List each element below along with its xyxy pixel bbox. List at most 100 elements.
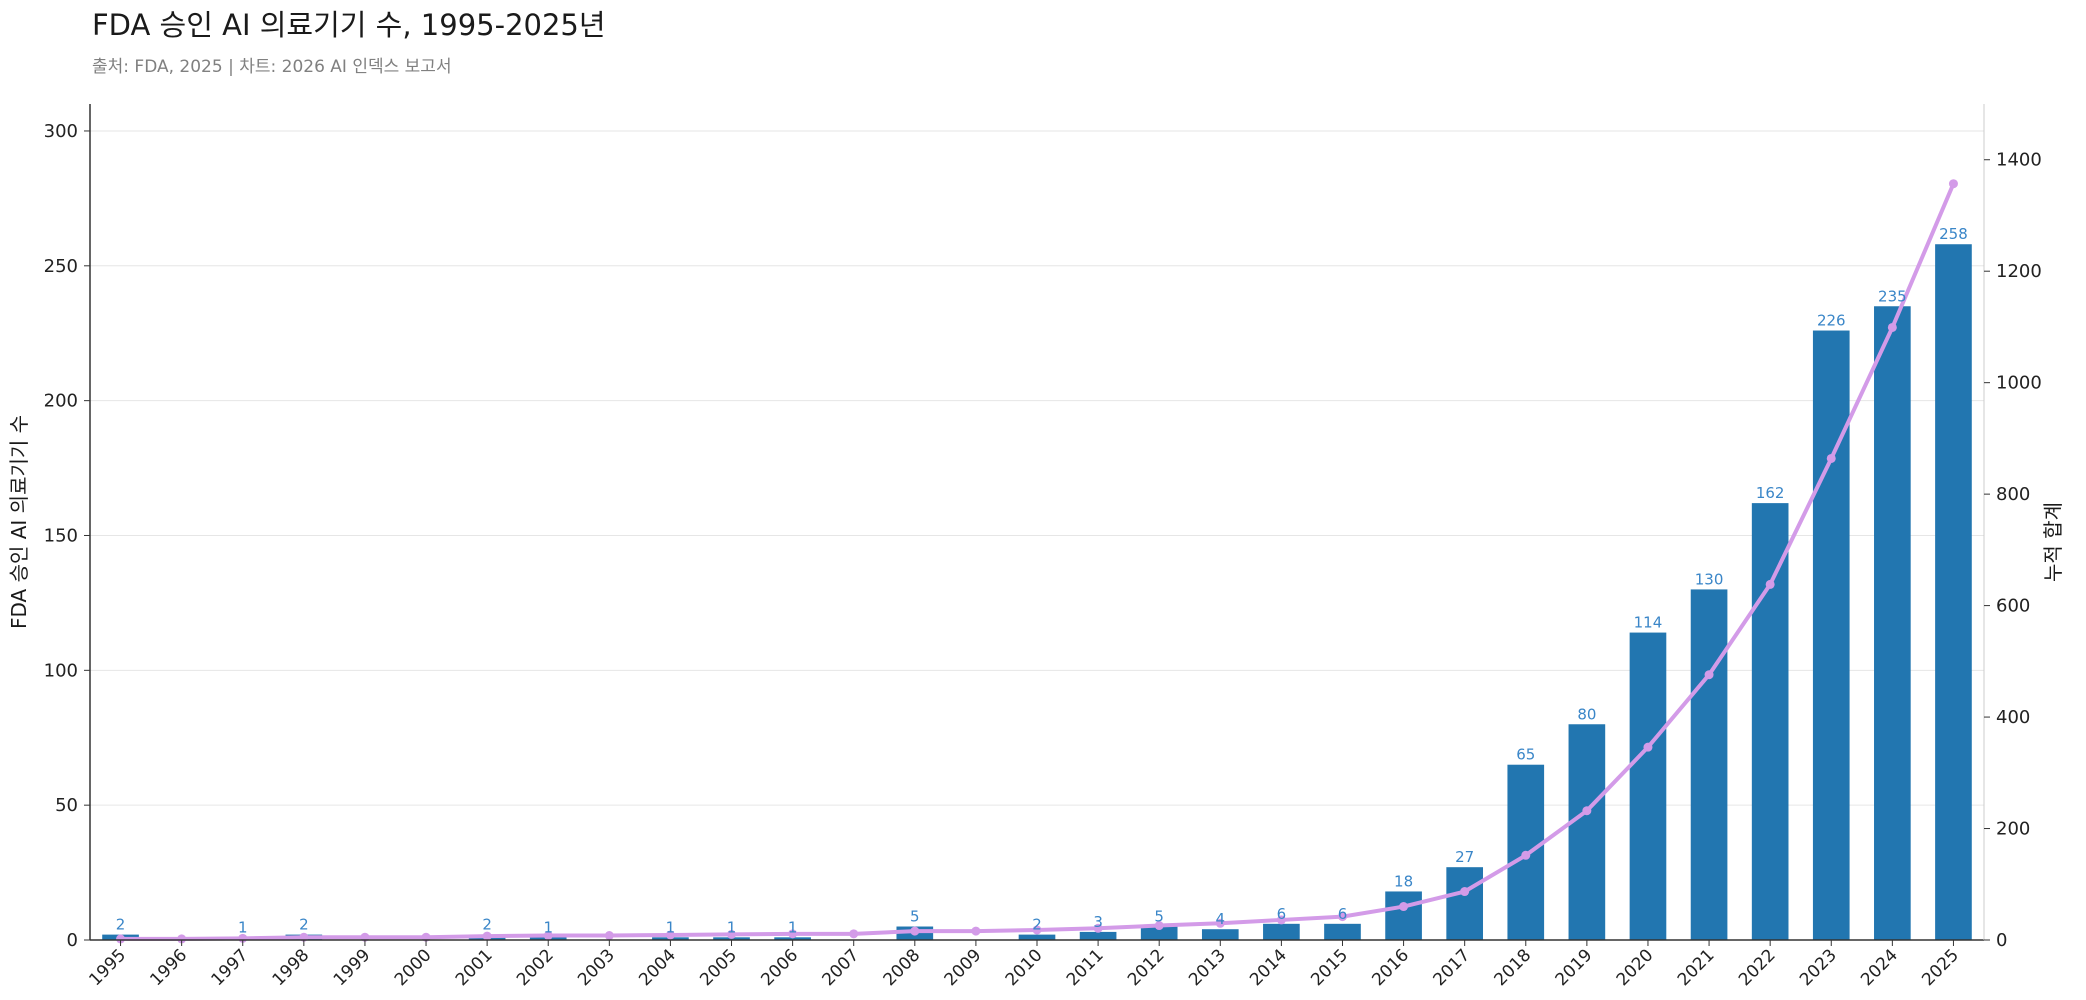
x-tick-label: 1995 [85,945,130,990]
data-label-2018: 65 [1516,746,1535,764]
x-tick-label: 2017 [1429,945,1474,990]
y2-tick-label: 200 [1996,819,2030,840]
bar-2020 [1629,632,1667,940]
x-tick-label: 2001 [452,945,497,990]
x-tick-label: 2015 [1307,945,1352,990]
data-label-2008: 5 [910,908,920,926]
data-label-2004: 1 [666,918,676,936]
data-label-2013: 4 [1216,910,1226,928]
chart-title: FDA 승인 AI 의료기기 수, 1995-2025년 [92,8,606,42]
bar-2017 [1446,867,1484,940]
cumulative-point-2019 [1582,806,1592,816]
y-tick-label: 100 [44,660,78,681]
bar-2011 [1079,931,1117,940]
x-tick-label: 2010 [1002,945,1047,990]
cumulative-point-2020 [1643,742,1653,752]
bar-2025 [1935,244,1972,941]
y-tick-label: 50 [55,795,78,816]
cumulative-point-2014 [1276,915,1286,925]
bar-2019 [1568,724,1606,940]
bar-2022 [1751,503,1789,940]
x-tick-label: 2007 [819,945,864,990]
bar-2012 [1140,926,1178,940]
data-label-2023: 226 [1817,312,1846,330]
x-tick-label: 2011 [1063,945,1108,990]
x-tick-label: 2023 [1796,945,1841,990]
cumulative-point-2015 [1337,912,1347,922]
x-tick-label: 2020 [1613,945,1658,990]
cumulative-point-2013 [1215,918,1225,928]
x-tick-label: 2024 [1857,945,1902,990]
y-tick-label: 200 [44,391,78,412]
cumulative-point-2016 [1399,902,1409,912]
x-tick-label: 2014 [1246,945,1291,990]
x-tick-label: 1999 [330,945,375,990]
cumulative-point-2003 [604,931,614,941]
x-tick-label: 2008 [880,945,925,990]
bar-2013 [1201,929,1239,940]
data-label-2015: 6 [1338,905,1348,923]
data-label-2025: 258 [1939,225,1968,243]
x-tick-label: 2004 [635,945,680,990]
bar-2015 [1324,923,1361,940]
data-label-2024: 235 [1878,287,1907,305]
data-label-1995: 2 [116,916,126,934]
cumulative-point-2001 [482,931,492,941]
x-tick-label: 2016 [1368,945,1413,990]
data-label-2011: 3 [1093,913,1103,931]
y-tick-label: 0 [67,930,78,951]
cumulative-point-1996 [177,934,187,944]
y2-tick-label: 1000 [1996,373,2042,394]
x-tick-label: 2006 [757,945,802,990]
x-tick-label: 2022 [1735,945,1780,990]
cumulative-point-2005 [727,929,737,939]
x-tick-label: 2005 [696,945,741,990]
data-label-2012: 5 [1154,908,1164,926]
x-tick-label: 1997 [208,945,253,990]
bar-2006 [774,937,811,940]
cumulative-point-2017 [1460,887,1470,897]
data-label-2014: 6 [1277,905,1287,923]
chart-subtitle: 출처: FDA, 2025 | 차트: 2026 AI 인덱스 보고서 [92,57,452,77]
x-tick-label: 2012 [1124,945,1169,990]
data-label-2016: 18 [1394,872,1413,890]
bar-2016 [1385,891,1422,940]
data-label-2002: 1 [543,918,553,936]
x-tick-label: 2019 [1552,945,1597,990]
cumulative-point-2011 [1093,923,1103,933]
x-tick-label: 2025 [1918,945,1963,990]
y2-tick-label: 0 [1996,930,2007,951]
bar-2023 [1812,330,1850,940]
cumulative-point-2021 [1704,670,1714,680]
cumulative-point-1995 [116,934,126,944]
data-label-2010: 2 [1032,916,1042,934]
data-label-2001: 2 [482,916,492,934]
y2-tick-label: 400 [1996,707,2030,728]
y-axis-title: FDA 승인 AI 의료기기 수 [7,415,31,629]
cumulative-point-2012 [1154,921,1164,931]
data-label-2022: 162 [1756,484,1785,502]
x-tick-label: 2018 [1491,945,1536,990]
data-label-2017: 27 [1455,848,1474,866]
data-label-2006: 1 [788,918,798,936]
cumulative-point-2008 [910,926,920,936]
y-tick-label: 150 [44,525,78,546]
cumulative-point-2007 [849,929,859,939]
gridlines [90,130,1984,806]
y2-tick-label: 800 [1996,484,2030,505]
cumulative-point-2010 [1032,925,1042,935]
x-tick-label: 1998 [269,945,314,990]
data-label-1997: 1 [238,918,248,936]
y2-tick-label: 1400 [1996,150,2042,171]
y-tick-label: 250 [44,256,78,277]
data-label-2019: 80 [1577,705,1596,723]
bar-data-labels: 2 1 2 2 1 1 1 15 2 3 5 4 6 61827658011413016222623525… [116,225,1968,936]
cumulative-line-series [116,179,1958,944]
x-tick-label: 2002 [513,945,558,990]
bar-2021 [1690,589,1728,940]
data-label-2020: 114 [1634,614,1663,632]
x-tick-label: 2009 [941,945,986,990]
data-label-2005: 1 [727,918,737,936]
bar-2024 [1874,306,1911,940]
